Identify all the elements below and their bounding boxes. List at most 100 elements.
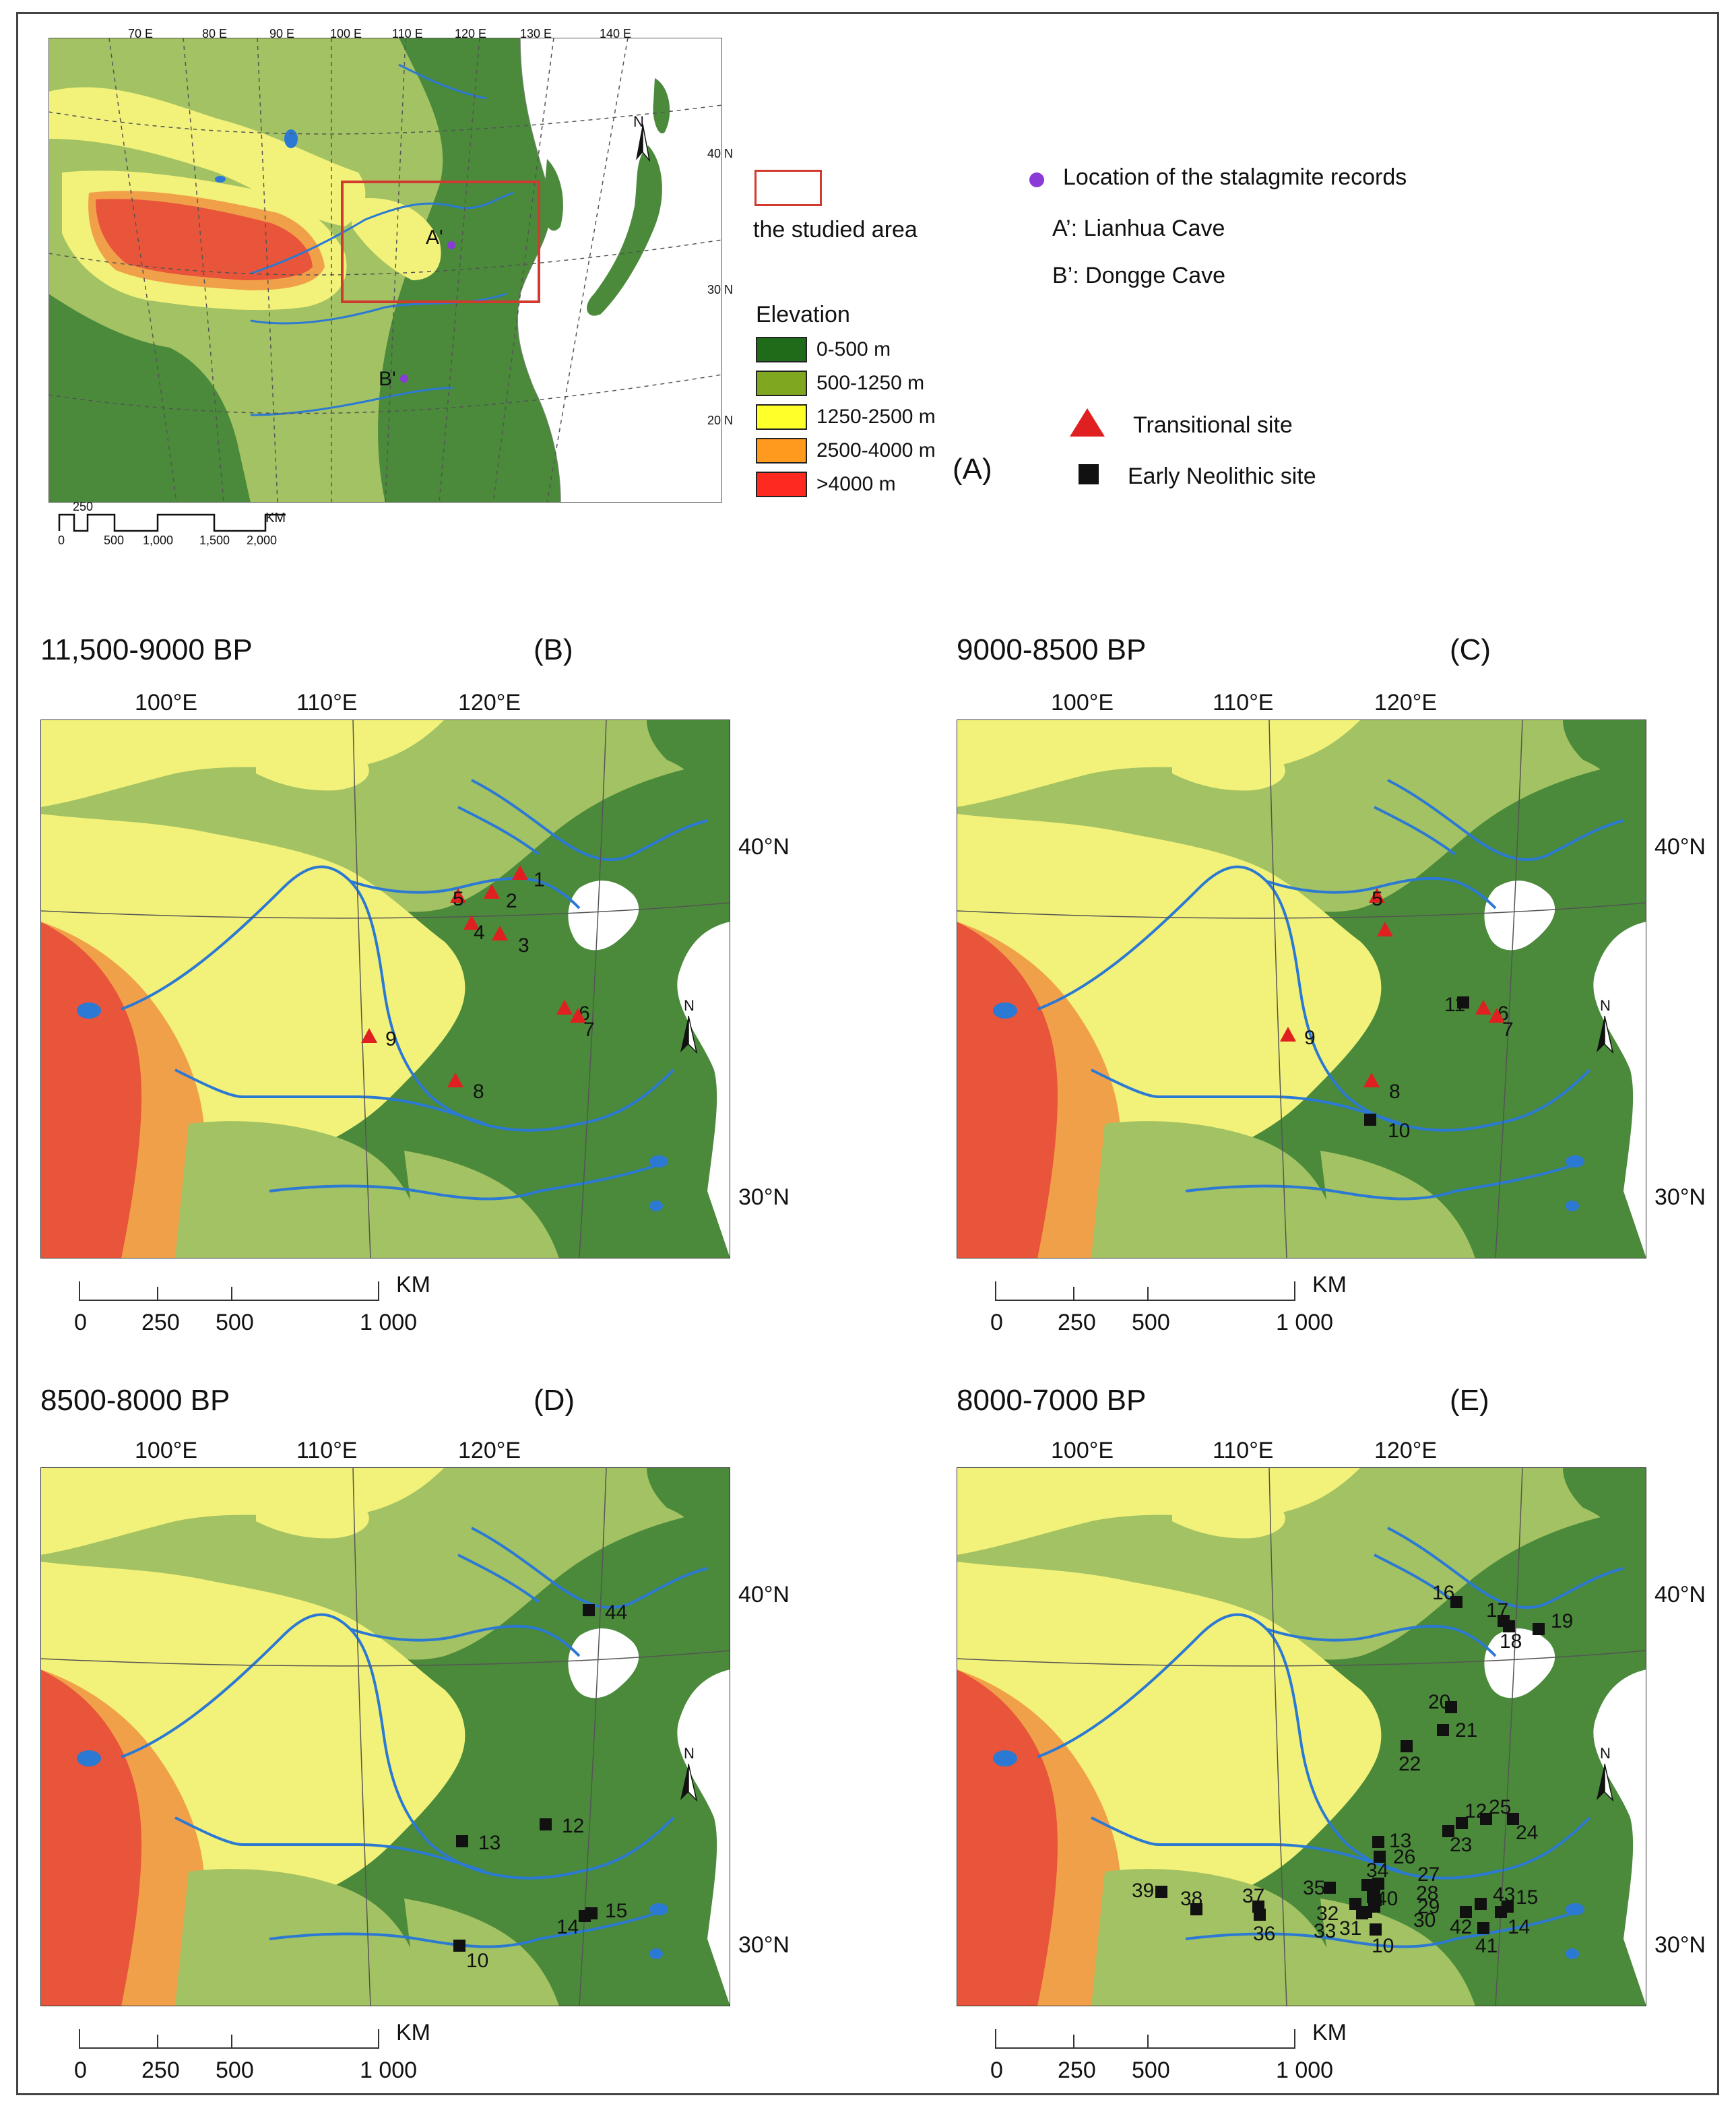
panel-C-scale-1: 250 [1058, 1310, 1096, 1335]
site-label-14: 14 [1508, 1916, 1530, 1938]
panel-E-scale-0: 0 [990, 2057, 1003, 2083]
panel-E-scale-3: 1 000 [1276, 2057, 1334, 2083]
ov-lat-2: 20 N [707, 414, 734, 427]
panel-B-lat-0: 40°N [738, 834, 790, 860]
site-label-23: 23 [1450, 1834, 1472, 1856]
legend-elev-2: 1250-2500 m [816, 406, 936, 428]
ov-scale-3: 1,500 [199, 534, 230, 547]
panel-C-scale-3: 1 000 [1276, 1310, 1334, 1335]
neolithic-site-44: 44 [583, 1601, 627, 1624]
panel-C-scale-0: 0 [990, 1310, 1003, 1335]
panel-E-lat-0: 40°N [1654, 1582, 1706, 1607]
neolithic-site-17: 17 [1486, 1599, 1510, 1627]
legend-swatch-4 [756, 472, 807, 497]
neolithic-site-39: 39 [1132, 1880, 1167, 1902]
panel-C-lon-2: 120°E [1374, 690, 1438, 715]
site-label-3: 3 [518, 934, 529, 957]
panel-C-north-label: N [1600, 997, 1611, 1014]
panel-D-north-arrow: N [680, 1745, 698, 1802]
neolithic-site-42: 42 [1450, 1906, 1472, 1938]
site-label-22: 22 [1399, 1753, 1421, 1775]
cave-a-marker [447, 241, 455, 249]
neolithic-site-11: 11 [1444, 994, 1469, 1016]
legend-elev-4: >4000 m [816, 473, 896, 495]
ov-lon-6: 130 E [520, 27, 552, 40]
panel-E-scale-bar [995, 2029, 1295, 2049]
overview-map: A' B' N [48, 37, 723, 503]
panel-C-label: (C) [1450, 633, 1491, 666]
transitional-site-8: 8 [1363, 1073, 1401, 1103]
legend-elevation-title: Elevation [756, 302, 850, 327]
neolithic-site-10: 10 [453, 1940, 488, 1972]
site-label-16: 16 [1432, 1582, 1454, 1604]
panel-D-scale-3: 1 000 [360, 2057, 418, 2083]
ov-lon-7: 140 E [600, 27, 632, 40]
site-label-15: 15 [1516, 1886, 1538, 1909]
ov-lon-3: 100 E [330, 27, 362, 40]
transitional-site-9: 9 [1280, 1027, 1316, 1049]
site-label-15: 15 [605, 1900, 627, 1922]
panel-B-scale-1: 250 [141, 1310, 180, 1335]
site-label-10: 10 [466, 1950, 488, 1972]
site-label-18: 18 [1500, 1630, 1522, 1653]
neolithic-site-33: 33 [1314, 1907, 1368, 1942]
neolithic-site-15: 15 [1502, 1886, 1538, 1913]
panel-D-scale-0: 0 [74, 2057, 87, 2083]
site-label-35: 35 [1303, 1877, 1325, 1899]
panel-E-lon-1: 110°E [1213, 1438, 1274, 1463]
panel-C-scale-unit: KM [1312, 1272, 1347, 1298]
panel-E-scale-1: 250 [1058, 2057, 1096, 2083]
overview-cave-b-label: B' [379, 368, 396, 390]
neolithic-site-10: 10 [1364, 1114, 1410, 1142]
neolithic-site-14: 14 [1495, 1906, 1530, 1938]
site-label-19: 19 [1551, 1610, 1573, 1632]
panel-B-scale-unit: KM [396, 1272, 430, 1298]
site-label-14: 14 [556, 1916, 579, 1938]
panel-B-lon-1: 110°E [296, 690, 358, 715]
site-label-31: 31 [1339, 1917, 1361, 1940]
cave-b-marker [400, 375, 408, 383]
site-label-27: 27 [1417, 1863, 1440, 1886]
legend-elev-1: 500-1250 m [816, 372, 925, 394]
overview-map-canvas [48, 37, 723, 503]
ov-scale-unit: KM [265, 511, 286, 525]
site-label-42: 42 [1450, 1916, 1472, 1938]
panel-E-lon-2: 120°E [1374, 1438, 1438, 1463]
ov-lat-1: 30 N [707, 283, 734, 296]
panel-B-scale-2: 500 [216, 1310, 254, 1335]
site-label-5: 5 [1372, 888, 1383, 910]
panel-B-scale-bar [79, 1281, 379, 1301]
panel-C-lon-0: 100°E [1051, 690, 1114, 715]
panel-E-scale-2: 500 [1132, 2057, 1170, 2083]
neolithic-site-19: 19 [1533, 1610, 1573, 1635]
transitional-site-5: 5 [1369, 888, 1385, 910]
neolithic-site-18: 18 [1500, 1620, 1522, 1653]
site-label-9: 9 [385, 1028, 397, 1050]
site-label-17: 17 [1486, 1599, 1508, 1622]
site-label-13: 13 [1389, 1830, 1411, 1852]
legend-swatch-1 [756, 371, 807, 396]
neolithic-site-30: 30 [1368, 1901, 1436, 1932]
neolithic-site-36: 36 [1253, 1909, 1275, 1945]
neolithic-site-35: 35 [1303, 1877, 1336, 1899]
site-label-8: 8 [1389, 1081, 1401, 1103]
legend-stalagmite-label: Location of the stalagmite records [1063, 164, 1407, 190]
panel-E-north-arrow: N [1597, 1745, 1614, 1802]
neolithic-site-24: 24 [1507, 1813, 1538, 1844]
panel-C-north-arrow: N [1597, 997, 1614, 1054]
legend-elev-3: 2500-4000 m [816, 439, 936, 461]
site-label-33: 33 [1314, 1920, 1336, 1942]
panel-D-map: N 44 13 12 14 15 10 [40, 1467, 730, 2006]
site-label-10: 10 [1388, 1120, 1410, 1142]
panel-B-lon-2: 120°E [458, 690, 521, 715]
site-label-2: 2 [506, 890, 517, 912]
site-label-36: 36 [1253, 1923, 1275, 1945]
legend-stalagmite-icon [1029, 172, 1044, 187]
panel-E-period: 8000-7000 BP [957, 1384, 1147, 1417]
panel-D-lat-0: 40°N [738, 1582, 790, 1607]
panel-E-scale-unit: KM [1312, 2020, 1347, 2045]
panel-E-lat-1: 30°N [1654, 1932, 1706, 1958]
